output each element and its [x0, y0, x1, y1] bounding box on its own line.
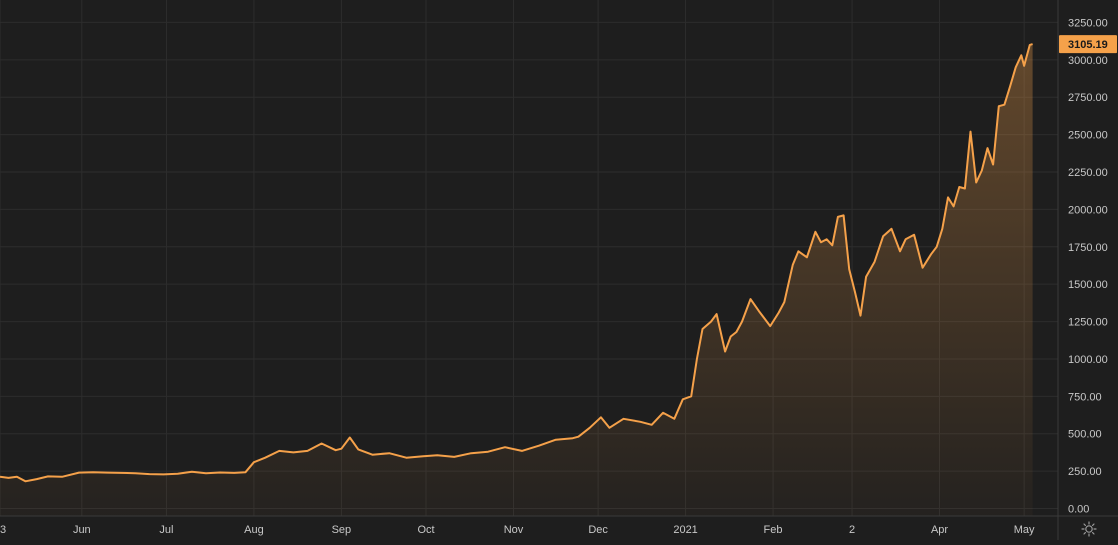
x-tick-label: Sep: [332, 524, 352, 536]
chart-settings-button[interactable]: [1060, 517, 1118, 540]
x-axis[interactable]: 3 Jun Jul Aug Sep Oct Nov Dec 2021 Feb 2 Apr May: [0, 524, 1035, 536]
x-tick-label: Apr: [931, 524, 948, 536]
price-line[interactable]: [0, 43, 1033, 483]
y-tick-label: 2000.00: [1068, 204, 1108, 216]
y-tick-label: 0.00: [1068, 504, 1089, 516]
y-tick-label: 1750.00: [1068, 242, 1108, 254]
x-tick-label: Feb: [764, 524, 783, 536]
y-tick-label: 2500.00: [1068, 130, 1108, 142]
x-tick-label: 2021: [673, 524, 697, 536]
price-area-fill: [0, 44, 1033, 516]
sun-gear-icon: [1081, 520, 1097, 537]
y-tick-label: 750.00: [1068, 391, 1102, 403]
x-tick-label: May: [1014, 524, 1035, 536]
x-tick-label: Dec: [588, 524, 608, 536]
y-tick-label: 1500.00: [1068, 279, 1108, 291]
y-tick-label: 500.00: [1068, 429, 1102, 441]
y-tick-label: 3000.00: [1068, 55, 1108, 67]
y-tick-label: 3250.00: [1068, 17, 1108, 29]
x-tick-label: Jun: [73, 524, 91, 536]
x-tick-label: Nov: [504, 524, 524, 536]
x-tick-label: 3: [0, 524, 6, 536]
price-badge-label: 3105.19: [1068, 39, 1108, 51]
y-tick-label: 2750.00: [1068, 92, 1108, 104]
x-tick-label: 2: [849, 524, 855, 536]
price-badge-background: [1059, 35, 1117, 54]
x-tick-label: Jul: [159, 524, 173, 536]
y-tick-label: 1250.00: [1068, 317, 1108, 329]
last-price-badge: 3105.19: [1059, 35, 1117, 54]
y-tick-label: 1000.00: [1068, 354, 1108, 366]
y-tick-label: 250.00: [1068, 466, 1102, 478]
y-axis[interactable]: 0.00 250.00 500.00 750.00 1000.00 1250.00 1500…: [1068, 17, 1108, 515]
x-tick-label: Oct: [417, 524, 434, 536]
x-tick-label: Aug: [244, 524, 264, 536]
y-tick-label: 2250.00: [1068, 167, 1108, 179]
